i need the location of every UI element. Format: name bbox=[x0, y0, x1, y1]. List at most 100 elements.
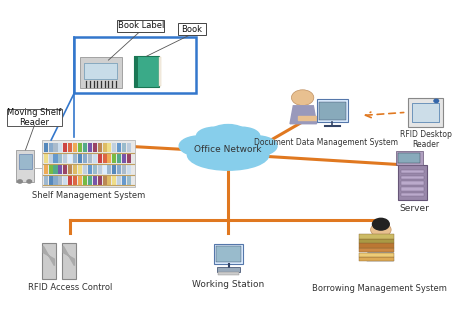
Bar bbox=[73, 153, 77, 163]
Bar bbox=[359, 243, 394, 248]
Bar bbox=[122, 153, 126, 163]
Bar bbox=[44, 153, 48, 163]
Bar bbox=[93, 143, 97, 152]
Bar bbox=[83, 175, 87, 185]
Bar bbox=[88, 164, 92, 174]
Bar bbox=[359, 257, 394, 261]
Bar bbox=[117, 164, 121, 174]
Bar bbox=[408, 98, 443, 127]
Bar bbox=[401, 182, 424, 185]
Bar bbox=[127, 164, 131, 174]
Bar bbox=[98, 175, 101, 185]
Bar bbox=[93, 153, 97, 163]
Bar bbox=[18, 154, 32, 169]
Bar bbox=[49, 164, 53, 174]
Bar bbox=[68, 164, 72, 174]
Text: Borrowing Management System: Borrowing Management System bbox=[312, 284, 447, 293]
Bar bbox=[88, 153, 92, 163]
Bar bbox=[54, 143, 57, 152]
Bar bbox=[396, 151, 423, 164]
Circle shape bbox=[27, 180, 32, 183]
Bar bbox=[412, 103, 439, 122]
Text: Shelf Management System: Shelf Management System bbox=[32, 191, 145, 200]
Bar bbox=[359, 253, 394, 257]
Bar bbox=[359, 234, 394, 239]
Bar bbox=[68, 143, 72, 152]
Bar bbox=[401, 187, 424, 190]
Bar bbox=[401, 176, 424, 179]
Bar bbox=[68, 175, 72, 185]
Bar bbox=[88, 175, 92, 185]
Bar bbox=[217, 266, 240, 272]
Text: Server: Server bbox=[400, 204, 429, 213]
Bar bbox=[122, 143, 126, 152]
Bar bbox=[58, 175, 63, 185]
Bar bbox=[58, 153, 63, 163]
Bar bbox=[44, 164, 48, 174]
Bar bbox=[64, 143, 67, 152]
Ellipse shape bbox=[187, 139, 269, 170]
Bar bbox=[54, 164, 57, 174]
Text: RFID Access Control: RFID Access Control bbox=[27, 283, 112, 291]
Bar bbox=[102, 164, 107, 174]
Bar bbox=[83, 143, 87, 152]
Bar bbox=[62, 243, 76, 279]
Bar bbox=[42, 140, 135, 187]
Text: Document Data Management System: Document Data Management System bbox=[254, 139, 398, 147]
Bar bbox=[98, 143, 101, 152]
Bar bbox=[49, 175, 53, 185]
Bar bbox=[102, 153, 107, 163]
Ellipse shape bbox=[179, 136, 221, 156]
Bar bbox=[84, 63, 117, 79]
Bar bbox=[44, 175, 48, 185]
Polygon shape bbox=[298, 115, 319, 120]
Bar bbox=[127, 153, 131, 163]
Bar bbox=[93, 175, 97, 185]
Bar bbox=[108, 164, 111, 174]
Text: RFID Desktop
Reader: RFID Desktop Reader bbox=[400, 130, 452, 149]
Ellipse shape bbox=[222, 127, 260, 145]
FancyBboxPatch shape bbox=[178, 23, 206, 35]
Bar bbox=[78, 175, 82, 185]
Bar bbox=[108, 153, 111, 163]
Bar bbox=[218, 272, 239, 275]
Bar bbox=[122, 164, 126, 174]
Bar bbox=[44, 143, 48, 152]
Bar bbox=[117, 153, 121, 163]
Bar bbox=[58, 164, 63, 174]
Polygon shape bbox=[367, 238, 393, 261]
Bar bbox=[398, 153, 420, 163]
Bar bbox=[68, 153, 72, 163]
Bar bbox=[217, 246, 241, 262]
Bar bbox=[112, 175, 116, 185]
Bar bbox=[78, 153, 82, 163]
Bar bbox=[83, 153, 87, 163]
Circle shape bbox=[18, 180, 22, 183]
Bar bbox=[54, 153, 57, 163]
Circle shape bbox=[373, 218, 389, 230]
Bar bbox=[42, 243, 56, 279]
Ellipse shape bbox=[196, 127, 234, 145]
Polygon shape bbox=[43, 246, 55, 266]
FancyBboxPatch shape bbox=[117, 20, 164, 32]
Bar bbox=[54, 175, 57, 185]
Bar bbox=[134, 56, 159, 87]
Bar bbox=[108, 175, 111, 185]
Bar bbox=[49, 143, 53, 152]
Ellipse shape bbox=[235, 136, 277, 156]
Bar bbox=[64, 153, 67, 163]
Circle shape bbox=[292, 90, 314, 106]
Text: Book Label: Book Label bbox=[118, 21, 164, 30]
Bar bbox=[319, 102, 346, 120]
Bar bbox=[93, 164, 97, 174]
Bar bbox=[159, 58, 161, 86]
Bar bbox=[359, 248, 394, 252]
Bar bbox=[112, 143, 116, 152]
Bar bbox=[401, 193, 424, 196]
Bar bbox=[102, 143, 107, 152]
Bar bbox=[317, 99, 348, 122]
Bar bbox=[73, 143, 77, 152]
Bar bbox=[88, 143, 92, 152]
Bar bbox=[108, 143, 111, 152]
Bar bbox=[78, 164, 82, 174]
